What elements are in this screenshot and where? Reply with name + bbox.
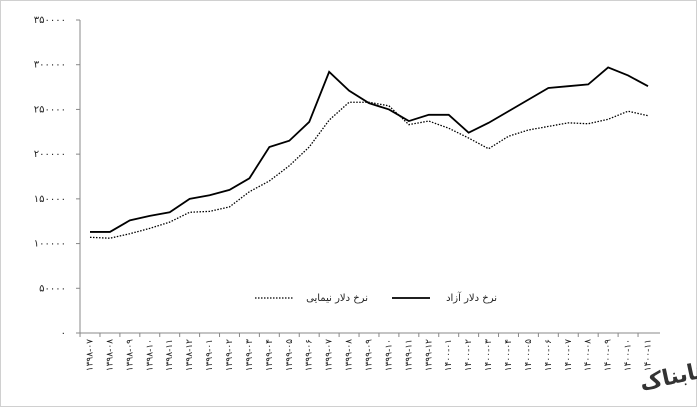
y-tick-label: ۲۵۰۰۰۰ <box>34 104 66 115</box>
x-tick-label: ۱۳۹۸-۰۷ <box>86 339 96 371</box>
y-tick-label: ۵۰۰۰۰ <box>39 283 66 294</box>
x-tick-label: ۱۳۹۹-۰۱ <box>205 339 215 371</box>
y-tick-label: ۳۰۰۰۰۰ <box>34 60 66 71</box>
y-tick-label: ۱۰۰۰۰۰ <box>34 239 66 250</box>
x-tick-label: ۱۳۹۹-۰۴ <box>265 339 275 371</box>
x-tick-label: ۱۴۰۰-۰۳ <box>484 339 494 371</box>
x-tick-label: ۱۴۰۰-۰۷ <box>564 339 574 371</box>
y-tick-label: ۱۵۰۰۰۰ <box>34 194 66 205</box>
x-tick-label: ۱۳۹۹-۱۱ <box>404 339 414 371</box>
legend-label: نرخ دلار آزاد <box>446 291 497 304</box>
x-tick-label: ۱۴۰۰-۰۶ <box>544 339 554 371</box>
line-series <box>90 66 649 233</box>
x-tick-label: ۱۳۹۹-۰۳ <box>245 339 255 371</box>
x-tick-label: ۱۴۰۰-۰۹ <box>604 339 614 371</box>
x-tick-label: ۱۴۰۰-۱۰ <box>624 339 634 371</box>
x-tick-label: ۱۳۹۹-۰۸ <box>345 339 355 371</box>
y-tick-label: ۰ <box>61 328 66 339</box>
legend-label: نرخ دلار نیمایی <box>306 293 368 304</box>
y-tick-label: ۳۵۰۰۰۰ <box>34 15 66 26</box>
x-tick-label: ۱۳۹۹-۱۰ <box>384 339 394 371</box>
x-tick-label: ۱۳۹۸-۱۲ <box>185 339 195 371</box>
x-tick-label: ۱۳۹۹-۱۲ <box>424 339 434 371</box>
x-tick-label: ۱۴۰۰-۰۱ <box>444 339 454 371</box>
x-tick-label: ۱۳۹۹-۰۵ <box>285 339 295 371</box>
x-tick-label: ۱۳۹۹-۰۷ <box>325 339 335 371</box>
x-tick-label: ۱۳۹۸-۰۸ <box>105 339 115 371</box>
x-tick-label: ۱۳۹۸-۰۹ <box>125 339 135 371</box>
x-tick-label: ۱۴۰۰-۰۲ <box>464 339 474 371</box>
x-tick-label: ۱۳۹۹-۰۲ <box>225 339 235 371</box>
y-tick-label: ۲۰۰۰۰۰ <box>34 149 66 160</box>
x-tick-label: ۱۴۰۰-۰۵ <box>524 339 534 371</box>
x-tick-label: ۱۴۰۰-۰۴ <box>504 339 514 371</box>
x-tick-label: ۱۳۹۸-۱۱ <box>165 339 175 371</box>
x-tick-label: ۱۳۹۸-۱۰ <box>145 339 155 371</box>
x-tick-label: ۱۴۰۰-۱۱ <box>644 339 654 371</box>
x-tick-label: ۱۴۰۰-۰۸ <box>584 339 594 371</box>
x-tick-label: ۱۳۹۹-۰۶ <box>305 339 315 371</box>
x-tick-label: ۱۳۹۹-۰۹ <box>365 339 375 371</box>
